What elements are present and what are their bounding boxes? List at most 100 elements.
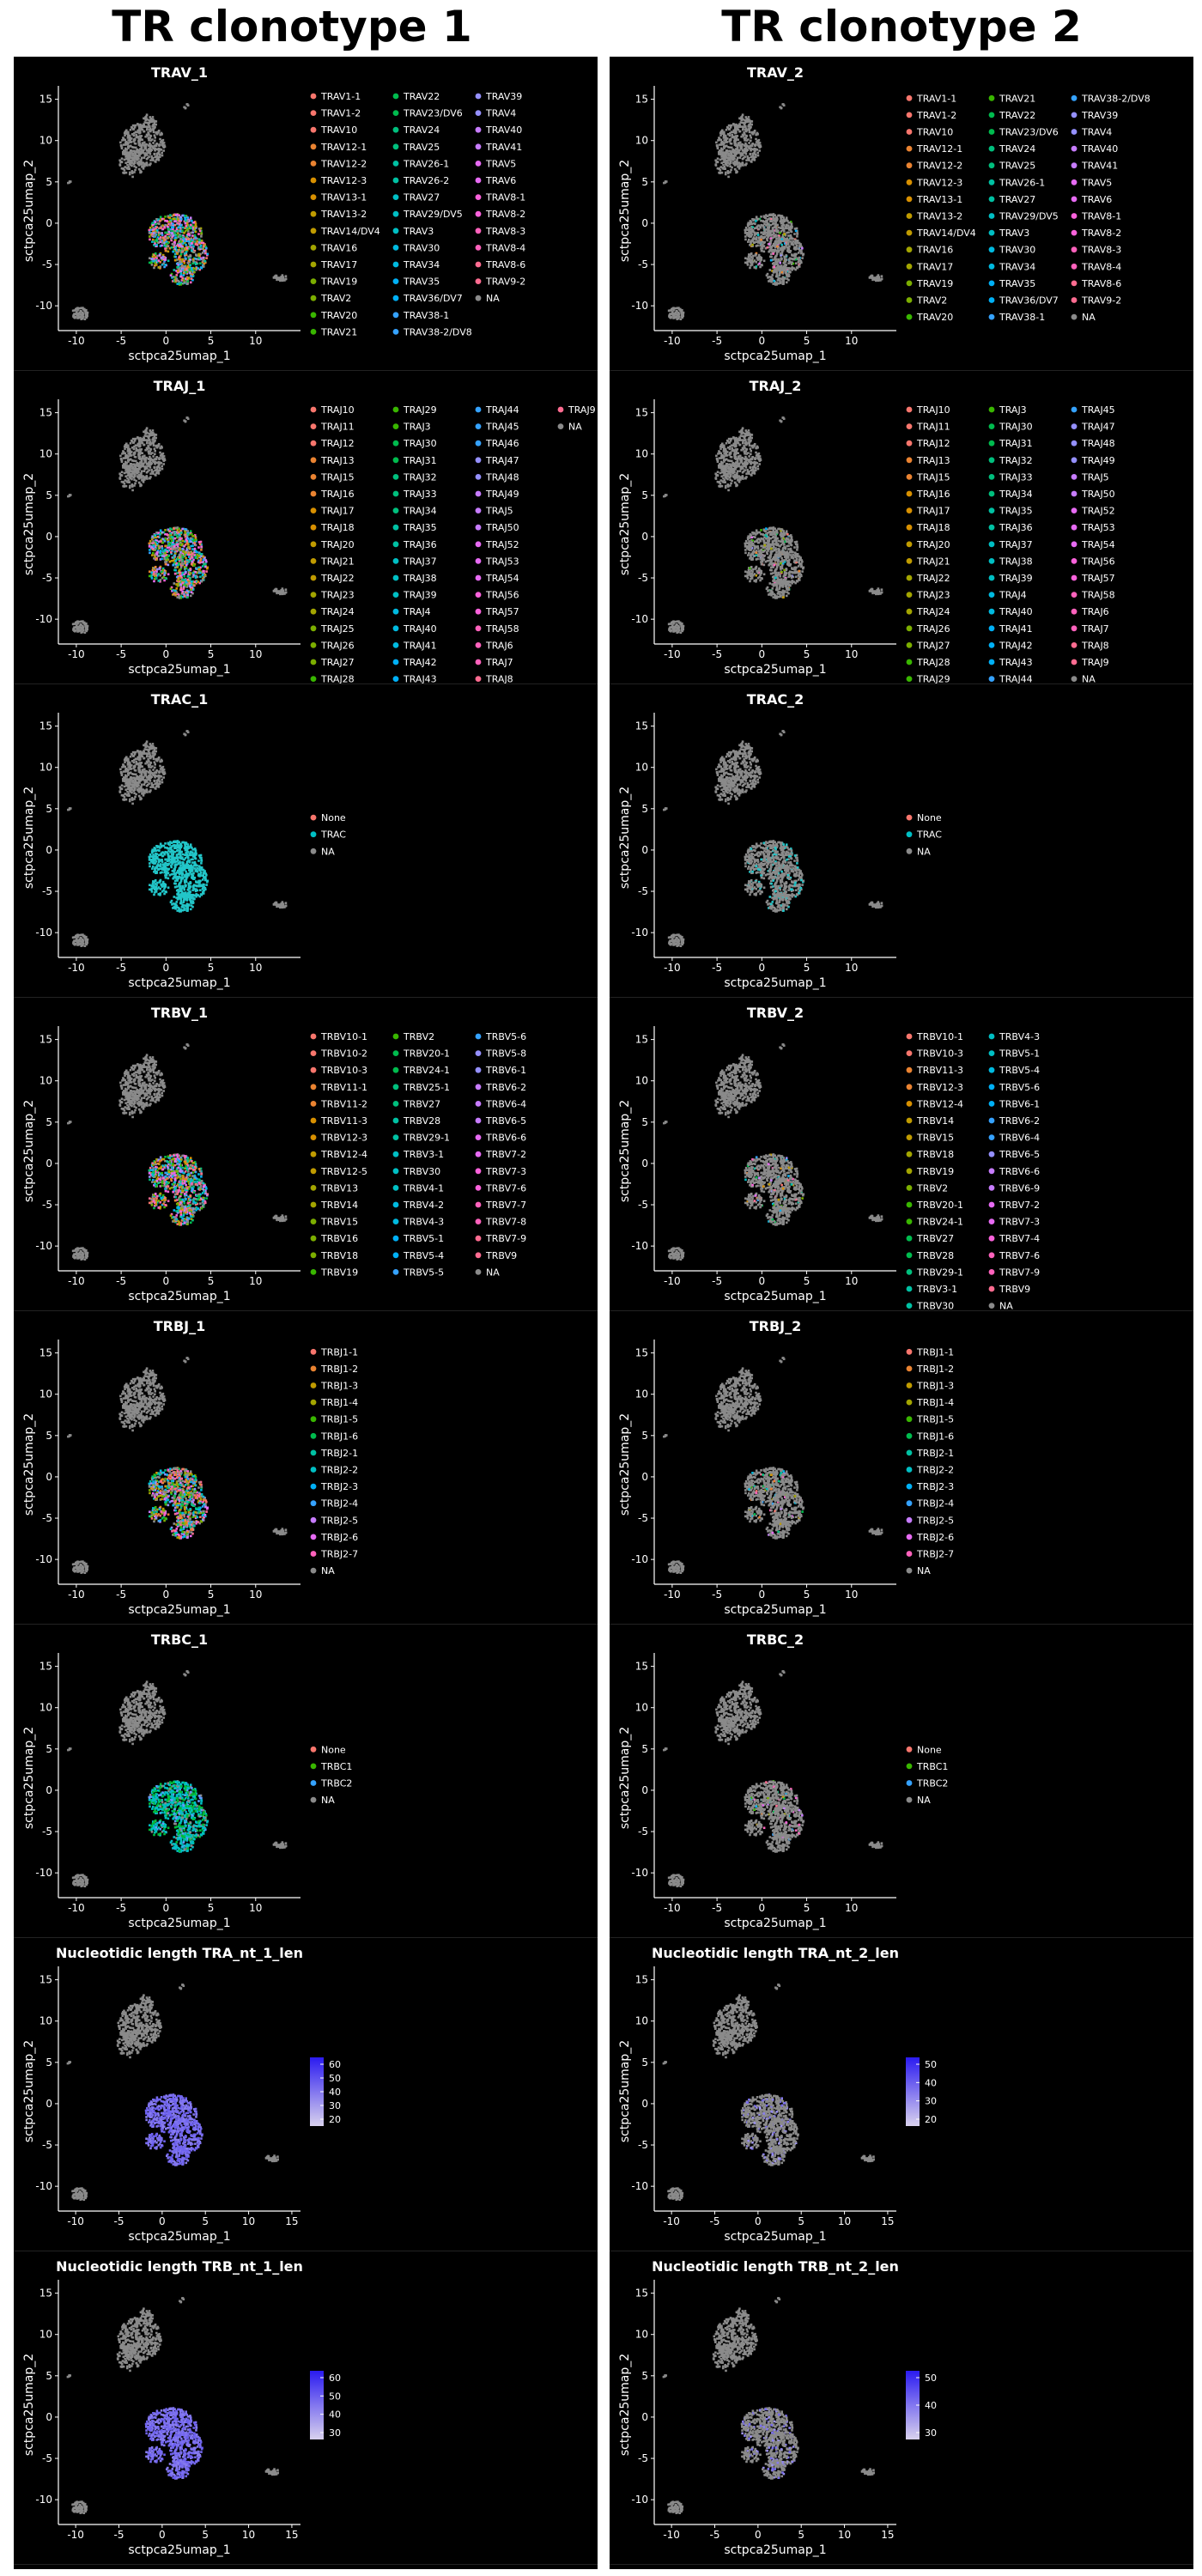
umap-point: [127, 481, 131, 483]
umap-point: [78, 629, 82, 632]
umap-point: [131, 149, 133, 153]
umap-point: [143, 155, 147, 157]
umap-point: [133, 131, 136, 135]
umap-point: [137, 750, 140, 753]
legend-swatch: [310, 848, 317, 854]
umap-point: [167, 868, 170, 872]
umap-point: [165, 872, 167, 875]
umap-point: [152, 860, 155, 864]
umap-point: [147, 149, 150, 152]
umap-point: [203, 250, 206, 252]
umap-point: [153, 1093, 156, 1096]
umap-point: [153, 121, 156, 125]
umap-point: [183, 732, 185, 736]
umap-point: [276, 903, 279, 906]
umap-point: [154, 136, 157, 139]
legend-swatch: [475, 524, 482, 531]
umap-point: [149, 776, 151, 780]
umap-point: [167, 863, 170, 866]
umap-point: [159, 236, 162, 239]
umap-point: [154, 857, 157, 860]
umap-point: [178, 258, 180, 260]
y-tick-label: 0: [46, 531, 52, 543]
umap-point: [136, 148, 139, 151]
umap-point: [126, 161, 130, 164]
umap-point: [171, 857, 173, 860]
legend-label: TRAV26-2: [403, 175, 449, 186]
x-tick-label: 10: [249, 1275, 262, 1287]
umap-point: [134, 1071, 137, 1074]
umap-point: [155, 148, 159, 151]
umap-point: [191, 273, 194, 276]
umap-point: [149, 1077, 152, 1079]
umap-point: [135, 762, 138, 766]
umap-point: [155, 465, 159, 469]
legend-label: TRAJ52: [485, 539, 519, 550]
umap-point: [143, 768, 146, 771]
umap-point: [184, 579, 186, 582]
umap-point: [126, 143, 130, 146]
umap-point: [186, 903, 189, 907]
umap-point: [190, 854, 192, 857]
umap-point: [150, 260, 154, 264]
legend-swatch: [475, 210, 482, 217]
legend-swatch: [310, 143, 317, 150]
umap-point: [126, 470, 129, 473]
umap-point: [124, 465, 128, 469]
umap-point: [191, 542, 195, 544]
umap-point: [156, 230, 159, 234]
umap-point: [157, 540, 161, 544]
umap-point: [124, 161, 127, 165]
umap-point: [172, 853, 175, 856]
x-tick-label: -5: [116, 335, 126, 347]
umap-point: [138, 781, 141, 784]
umap-point: [143, 434, 147, 437]
umap-point: [153, 119, 155, 123]
umap-point: [190, 231, 192, 234]
x-tick-label: -10: [68, 335, 85, 347]
umap-point: [155, 775, 159, 778]
umap-point: [178, 870, 181, 872]
umap-point: [187, 259, 191, 262]
umap-point: [196, 866, 198, 870]
umap-point: [162, 889, 165, 892]
umap-point: [198, 568, 201, 571]
umap-point: [181, 562, 184, 566]
umap-point: [131, 175, 134, 179]
umap-point: [186, 596, 189, 598]
umap-point: [142, 793, 145, 797]
umap-point: [143, 1089, 145, 1092]
umap-point: [162, 550, 165, 553]
umap-point: [130, 783, 133, 786]
umap-point: [76, 624, 78, 627]
umap-point: [124, 770, 127, 773]
umap-point: [155, 243, 158, 246]
umap-point: [282, 591, 284, 594]
legend-swatch: [392, 210, 399, 217]
umap-point: [150, 468, 153, 471]
umap-point: [134, 160, 137, 163]
umap-point: [147, 122, 149, 125]
umap-point: [160, 570, 163, 574]
umap-point: [158, 466, 161, 470]
umap-point: [185, 730, 189, 732]
umap-point: [122, 481, 125, 484]
umap-point: [151, 118, 155, 121]
umap-point: [129, 458, 132, 461]
umap-point: [148, 232, 151, 234]
umap-point: [145, 441, 149, 445]
umap-point: [147, 758, 149, 761]
umap-point: [138, 468, 141, 471]
umap-point: [175, 550, 179, 553]
umap-point: [159, 260, 162, 264]
legend-swatch: [310, 814, 317, 821]
umap-point: [127, 757, 130, 761]
umap-point: [188, 234, 191, 237]
umap-point: [194, 857, 197, 860]
legend-swatch: [392, 194, 399, 201]
umap-point: [157, 472, 161, 475]
umap-point: [136, 1094, 138, 1097]
umap-point: [186, 283, 189, 285]
legend-swatch: [392, 574, 399, 581]
umap-point: [127, 1085, 131, 1088]
